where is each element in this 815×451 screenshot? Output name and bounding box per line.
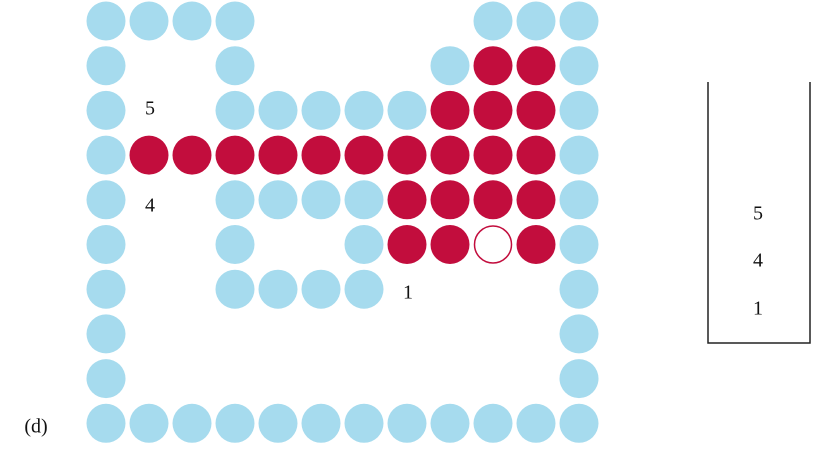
visited-cell: [387, 135, 427, 175]
open-cell: [516, 1, 556, 41]
open-cell: [559, 403, 599, 443]
visited-cell: [430, 180, 470, 220]
visited-cell: [473, 135, 513, 175]
visited-cell: [344, 135, 384, 175]
open-cell: [344, 269, 384, 309]
open-cell: [559, 90, 599, 130]
maze-label: 1: [403, 282, 413, 304]
open-cell: [258, 403, 298, 443]
maze: [86, 1, 599, 443]
open-cell: [258, 180, 298, 220]
caption: (d): [24, 416, 47, 438]
maze-label: 5: [145, 98, 155, 120]
open-cell: [430, 403, 470, 443]
open-cell: [559, 269, 599, 309]
stack-item: 1: [753, 298, 763, 320]
open-cell: [559, 314, 599, 354]
stack-item: 5: [753, 203, 763, 225]
open-cell: [473, 403, 513, 443]
open-cell: [86, 225, 126, 264]
open-cell: [86, 403, 126, 443]
open-cell: [559, 180, 599, 220]
open-cell: [215, 180, 255, 220]
open-cell: [86, 269, 126, 309]
open-cell: [258, 269, 298, 309]
open-cell: [559, 1, 599, 41]
open-cell: [387, 403, 427, 443]
open-cell: [215, 403, 255, 443]
open-cell: [559, 359, 599, 399]
open-cell: [516, 403, 556, 443]
open-cell: [215, 225, 255, 264]
open-cell: [559, 46, 599, 86]
open-cell: [86, 180, 126, 220]
visited-cell: [473, 180, 513, 220]
open-cell: [344, 90, 384, 130]
open-cell: [86, 1, 126, 41]
visited-cell: [301, 135, 341, 175]
open-cell: [344, 403, 384, 443]
open-cell: [430, 46, 470, 86]
open-cell: [301, 90, 341, 130]
open-cell: [215, 46, 255, 86]
visited-cell: [516, 46, 556, 86]
open-cell: [301, 403, 341, 443]
open-cell: [215, 269, 255, 309]
open-cell: [473, 1, 513, 41]
open-cell: [301, 180, 341, 220]
open-cell: [559, 135, 599, 175]
visited-cell: [516, 135, 556, 175]
visited-cell: [129, 135, 169, 175]
open-cell: [387, 90, 427, 130]
open-cell: [215, 1, 255, 41]
open-cell: [129, 1, 169, 41]
visited-cell: [473, 90, 513, 130]
visited-cell: [387, 180, 427, 220]
visited-cell: [430, 225, 470, 264]
open-cell: [172, 1, 212, 41]
open-cell: [215, 90, 255, 130]
open-cell: [301, 269, 341, 309]
open-cell: [86, 90, 126, 130]
open-cell: [86, 46, 126, 86]
open-cell: [86, 359, 126, 399]
open-cell: [172, 403, 212, 443]
visited-cell: [430, 90, 470, 130]
open-cell: [559, 225, 599, 264]
visited-cell: [516, 180, 556, 220]
open-cell: [344, 180, 384, 220]
visited-cell: [172, 135, 212, 175]
current-cell: [473, 225, 513, 264]
visited-cell: [516, 225, 556, 264]
open-cell: [344, 225, 384, 264]
visited-cell: [430, 135, 470, 175]
visited-cell: [516, 90, 556, 130]
stack-box: [707, 82, 811, 344]
open-cell: [86, 135, 126, 175]
visited-cell: [387, 225, 427, 264]
stack-item: 4: [753, 250, 763, 272]
open-cell: [129, 403, 169, 443]
open-cell: [86, 314, 126, 354]
visited-cell: [473, 46, 513, 86]
visited-cell: [258, 135, 298, 175]
maze-label: 4: [145, 195, 155, 217]
open-cell: [258, 90, 298, 130]
visited-cell: [215, 135, 255, 175]
